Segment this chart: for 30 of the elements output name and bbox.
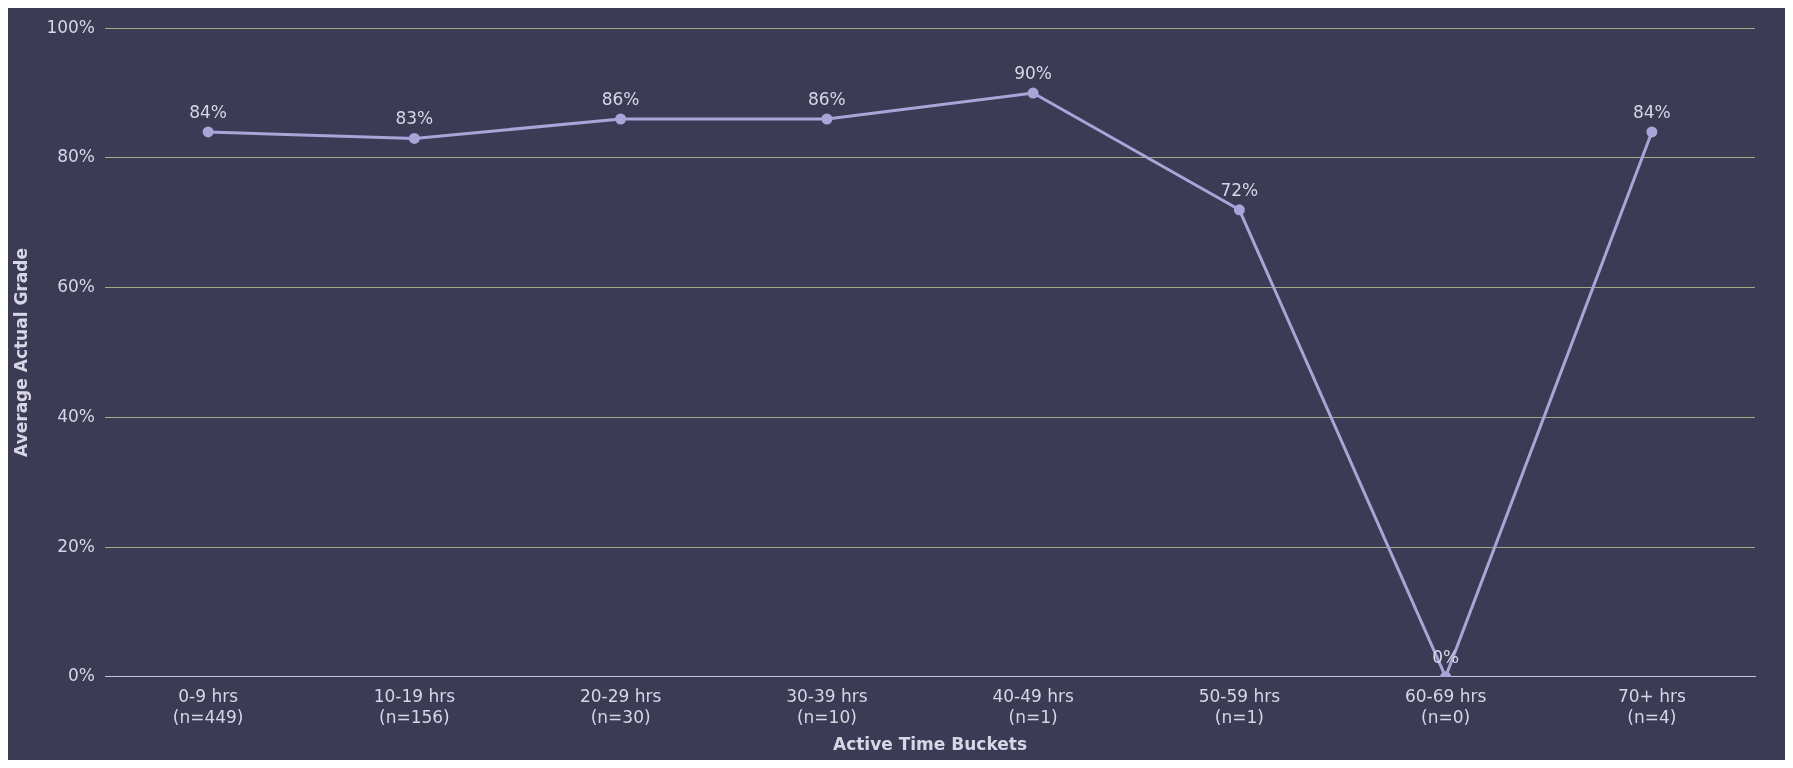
point <box>1027 87 1039 99</box>
x-tick-label: 60-69 hrs (n=0) <box>1404 686 1487 727</box>
y-tick-label: 0% <box>68 665 95 686</box>
x-tick-label: 70+ hrs (n=4) <box>1617 686 1686 727</box>
point <box>408 132 420 144</box>
x-axis-title: Active Time Buckets <box>832 734 1028 755</box>
point <box>1646 126 1658 138</box>
point <box>821 113 833 125</box>
x-tick-label: 20-29 hrs (n=30) <box>579 686 662 727</box>
text: 84% <box>1632 101 1671 122</box>
x-tick-label: 50-59 hrs (n=1) <box>1198 686 1281 727</box>
text: 86% <box>601 88 640 109</box>
y-tick-label: 100% <box>46 16 95 37</box>
x-tick-label: 10-19 hrs (n=156) <box>373 686 456 727</box>
text: 84% <box>189 101 228 122</box>
y-tick-label: 40% <box>57 405 95 426</box>
x-tick-label: 0-9 hrs (n=449) <box>172 686 244 727</box>
text: 83% <box>395 108 434 129</box>
point <box>615 113 627 125</box>
y-axis-title: Average Actual Grade <box>10 248 31 457</box>
point <box>202 126 214 138</box>
text: 72% <box>1220 179 1259 200</box>
y-tick-label: 60% <box>57 276 95 297</box>
point <box>1233 204 1245 216</box>
x-tick-label: 40-49 hrs (n=1) <box>992 686 1074 727</box>
y-tick-label: 80% <box>57 146 95 167</box>
y-tick-label: 20% <box>57 535 95 556</box>
text: 86% <box>807 88 846 109</box>
x-tick-label: 30-39 hrs (n=10) <box>786 686 868 727</box>
text: 90% <box>1014 62 1053 83</box>
